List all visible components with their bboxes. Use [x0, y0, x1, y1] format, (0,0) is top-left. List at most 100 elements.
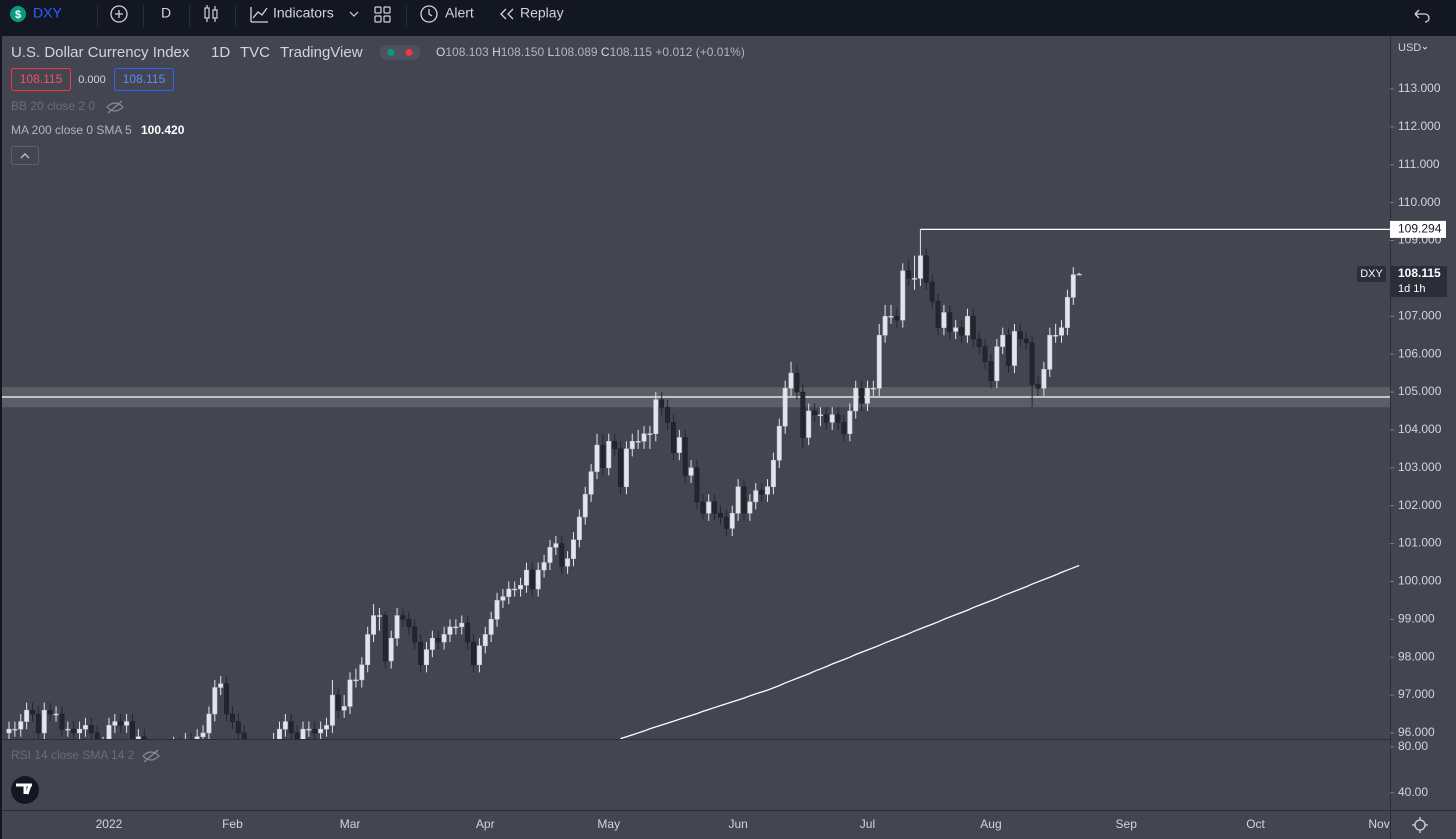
toolbar: [0, 0, 1456, 33]
candle-body: [47, 709, 53, 715]
candle-body: [788, 372, 794, 389]
candle-body: [635, 441, 641, 443]
candle-body: [429, 637, 435, 650]
candle-body: [770, 459, 776, 487]
candle-body: [465, 622, 471, 643]
candle-body: [229, 713, 235, 722]
x-tick-label: Mar: [340, 817, 361, 831]
candle-body: [618, 448, 623, 487]
dropdown-arrow[interactable]: [349, 11, 359, 17]
replay-button[interactable]: Replay: [500, 5, 564, 21]
candle-body: [412, 626, 418, 643]
candle-body: [82, 725, 88, 730]
candle-body: [312, 728, 318, 734]
currency[interactable]: USD: [1398, 42, 1421, 54]
candle-body: [765, 486, 770, 495]
candle-body: [106, 725, 112, 739]
candle-body: [700, 501, 706, 514]
legend-provider: TradingView: [280, 44, 363, 61]
candle-body: [324, 725, 329, 730]
ohlc-key: C: [601, 45, 610, 59]
candle-body: [300, 728, 306, 739]
candle-body: [1064, 297, 1070, 328]
candle-body: [747, 501, 753, 514]
candle-body: [1017, 331, 1023, 340]
tv-logo-mark: [16, 783, 33, 795]
candle-body: [1035, 384, 1041, 389]
replay-icon: [500, 8, 514, 20]
price-tag-label: 109.294: [1398, 222, 1442, 236]
candle-body: [447, 626, 453, 635]
candle-body: [518, 584, 524, 590]
candle-body: [535, 569, 541, 590]
candle-body: [388, 637, 394, 662]
candle-body: [753, 490, 759, 503]
last-price: 108.115: [1398, 266, 1441, 280]
candle-body: [876, 334, 882, 389]
price-axis: [1391, 36, 1456, 810]
logo-glyph: $: [15, 9, 21, 21]
x-tick-label: Nov: [1368, 817, 1389, 831]
ma-legend: MA 200 close 0 SMA 5: [11, 123, 132, 137]
y-tick-label: 103.000: [1398, 460, 1442, 474]
candle-body: [729, 513, 735, 529]
candle-body: [623, 448, 629, 487]
y-tick-label: 96.000: [1398, 725, 1435, 739]
hidden-icon[interactable]: [106, 100, 124, 114]
y-tick-label: 101.000: [1398, 536, 1442, 550]
candle-body: [506, 588, 512, 597]
x-tick-label: 2022: [96, 817, 123, 831]
interval[interactable]: D: [161, 5, 171, 21]
candle-body: [900, 270, 906, 321]
add-symbol[interactable]: [110, 5, 128, 23]
candle-body: [994, 346, 1000, 381]
candle-body: [288, 721, 294, 734]
candle-body: [1012, 331, 1017, 366]
x-tick-label: Jun: [728, 817, 747, 831]
buy-box[interactable]: [114, 68, 174, 91]
candle-body: [847, 410, 853, 434]
candle-body: [512, 588, 518, 591]
layout-button[interactable]: [374, 6, 391, 23]
candle-body: [1076, 273, 1082, 276]
alert-button[interactable]: Alert: [420, 5, 474, 23]
undo-button[interactable]: [1414, 9, 1430, 23]
ohlc-value: 108.115: [610, 45, 653, 59]
candle-body: [553, 543, 559, 548]
icon-part: [383, 6, 391, 14]
ohlc-value: 108.089: [554, 45, 598, 59]
candle-body: [853, 388, 859, 412]
candle-body: [829, 414, 835, 423]
price-tag: [1390, 220, 1446, 238]
candle-body: [976, 338, 982, 347]
settings[interactable]: [1412, 817, 1428, 833]
chart-type[interactable]: [204, 5, 218, 22]
candle-body: [365, 634, 371, 666]
candle-body: [576, 516, 582, 541]
candle-body: [200, 732, 206, 737]
ma-value: 100.420: [141, 123, 185, 137]
buy-price: 108.115: [123, 72, 166, 86]
candle-body: [529, 569, 535, 590]
collapse-button[interactable]: [11, 146, 39, 165]
candle-body: [224, 683, 230, 715]
candle-body: [18, 721, 24, 730]
candle-body: [194, 736, 200, 739]
ohlc-key: L: [547, 45, 554, 59]
symbol-button[interactable]: $ DXY: [10, 5, 62, 22]
market-status[interactable]: [380, 45, 420, 60]
candle-body: [24, 709, 30, 722]
candle-body: [400, 615, 406, 620]
candle-body: [1029, 342, 1035, 385]
y-tick-label: 111.000: [1398, 157, 1440, 171]
hidden-icon[interactable]: [142, 749, 160, 763]
candle-body: [1047, 334, 1053, 370]
candle-body: [135, 736, 141, 739]
candle-body: [435, 637, 441, 643]
icon-part: [374, 15, 382, 23]
indicators-button[interactable]: Indicators: [250, 5, 334, 23]
sell-box[interactable]: [11, 68, 71, 91]
y-tick-label: 99.000: [1398, 611, 1435, 625]
candle-body: [53, 713, 59, 716]
candle-body: [659, 399, 665, 408]
